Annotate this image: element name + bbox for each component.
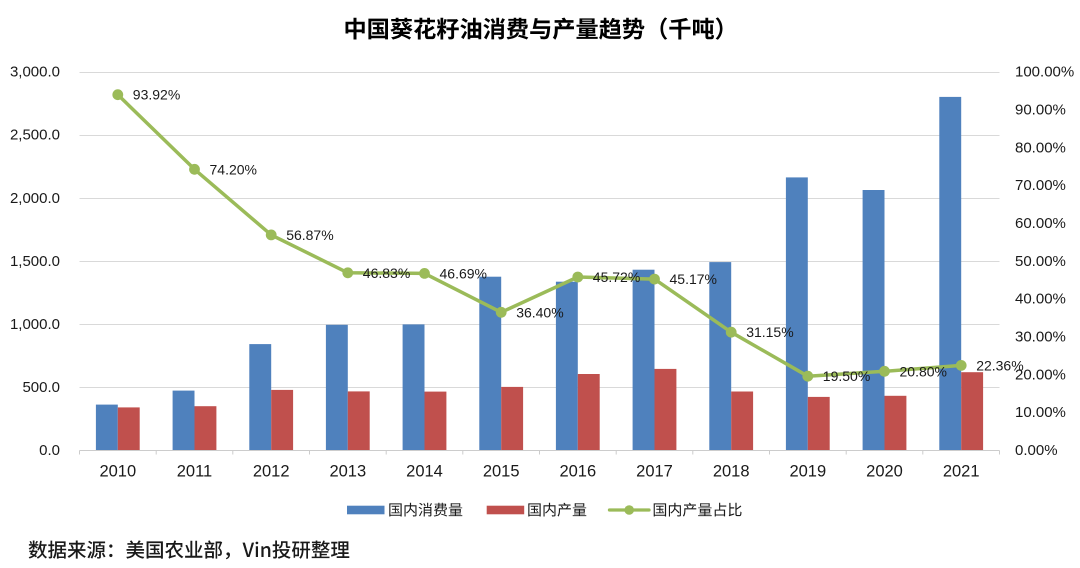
svg-text:2013: 2013 <box>329 463 366 481</box>
svg-text:46.83%: 46.83% <box>363 265 410 281</box>
svg-text:2010: 2010 <box>99 463 136 481</box>
svg-text:40.00%: 40.00% <box>1015 291 1066 308</box>
svg-text:10.00%: 10.00% <box>1015 404 1066 421</box>
svg-text:1,000.0: 1,000.0 <box>10 316 60 333</box>
svg-text:31.15%: 31.15% <box>746 324 793 340</box>
svg-text:500.0: 500.0 <box>22 379 60 396</box>
svg-text:22.36%: 22.36% <box>976 357 1023 373</box>
svg-text:45.17%: 45.17% <box>670 271 717 287</box>
svg-text:2011: 2011 <box>177 463 212 481</box>
svg-text:90.00%: 90.00% <box>1015 102 1066 119</box>
svg-text:80.00%: 80.00% <box>1015 139 1066 156</box>
svg-text:2,500.0: 2,500.0 <box>10 127 60 144</box>
svg-text:45.72%: 45.72% <box>593 269 640 285</box>
svg-text:19.50%: 19.50% <box>823 368 870 384</box>
svg-text:30.00%: 30.00% <box>1015 329 1066 346</box>
svg-text:20.80%: 20.80% <box>900 363 947 379</box>
svg-text:56.87%: 56.87% <box>286 227 333 243</box>
svg-text:60.00%: 60.00% <box>1015 215 1066 232</box>
svg-text:0.0: 0.0 <box>39 442 60 459</box>
svg-text:100.00%: 100.00% <box>1015 64 1074 81</box>
svg-text:0.00%: 0.00% <box>1015 442 1058 459</box>
svg-text:50.00%: 50.00% <box>1015 253 1066 270</box>
svg-text:70.00%: 70.00% <box>1015 177 1066 194</box>
svg-text:2012: 2012 <box>253 463 290 481</box>
svg-text:2014: 2014 <box>406 463 443 481</box>
svg-text:74.20%: 74.20% <box>210 161 257 177</box>
svg-text:2018: 2018 <box>713 463 750 481</box>
svg-text:2,000.0: 2,000.0 <box>10 190 60 207</box>
svg-text:1,500.0: 1,500.0 <box>10 253 60 270</box>
svg-text:93.92%: 93.92% <box>133 87 180 103</box>
svg-text:2020: 2020 <box>866 463 903 481</box>
svg-text:46.69%: 46.69% <box>440 265 487 281</box>
svg-text:36.40%: 36.40% <box>516 304 563 320</box>
svg-text:2021: 2021 <box>943 463 980 481</box>
svg-text:3,000.0: 3,000.0 <box>10 64 60 81</box>
svg-text:2019: 2019 <box>789 463 826 481</box>
svg-text:2016: 2016 <box>559 463 596 481</box>
svg-text:2015: 2015 <box>483 463 520 481</box>
svg-text:20.00%: 20.00% <box>1015 366 1066 383</box>
svg-text:2017: 2017 <box>636 463 673 481</box>
